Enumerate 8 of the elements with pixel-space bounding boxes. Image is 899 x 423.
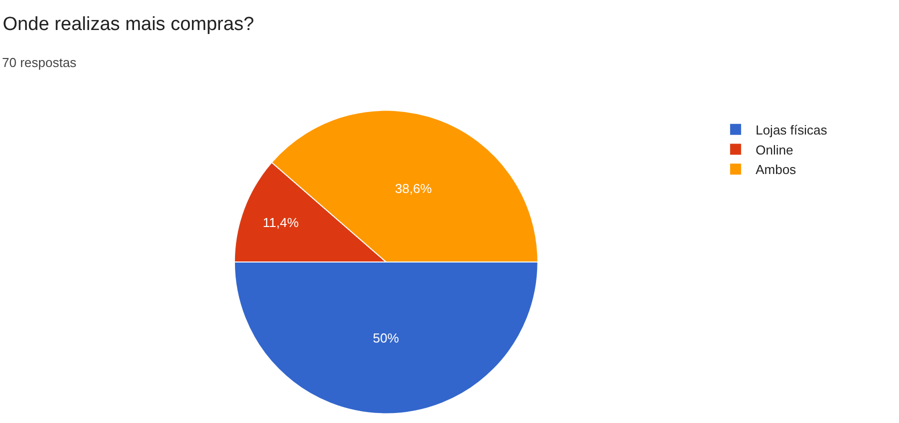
legend-label: Online <box>756 142 794 158</box>
text: 70 respostas <box>2 55 77 70</box>
legend-label: Lojas físicas <box>756 122 828 138</box>
legend-label: Ambos <box>756 162 797 178</box>
data-label: 11,4% <box>262 215 300 230</box>
data-label: 38,6% <box>394 181 432 196</box>
data-label: 50% <box>372 330 400 346</box>
chart-title: Onde realizas mais compras? <box>2 14 254 36</box>
